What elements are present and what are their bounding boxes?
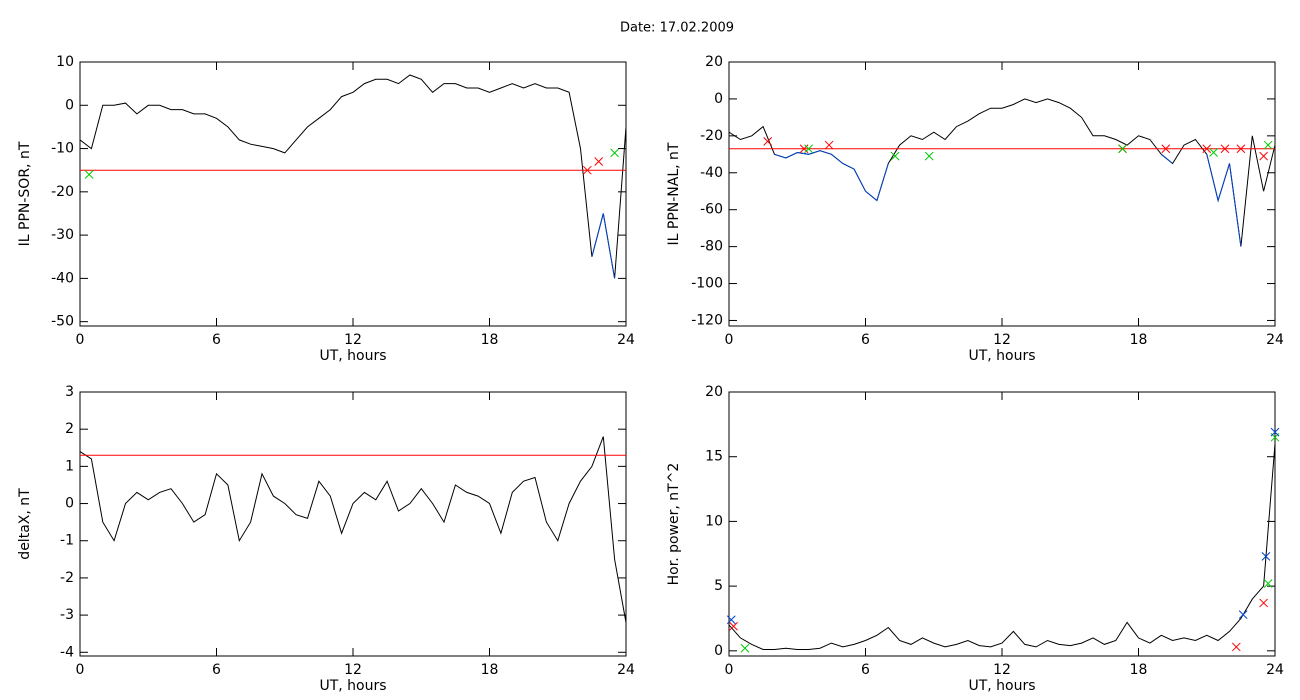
cross-marker bbox=[1259, 151, 1268, 161]
x-tick-label: 12 bbox=[993, 662, 1011, 678]
cross-marker bbox=[726, 615, 736, 625]
x-tick-label: 12 bbox=[993, 332, 1011, 348]
cross-marker bbox=[729, 621, 738, 631]
x-tick-label: 24 bbox=[617, 662, 635, 678]
cross-marker bbox=[1263, 140, 1273, 150]
x-tick-label: 0 bbox=[76, 662, 85, 678]
x-tick-label: 18 bbox=[481, 662, 499, 678]
x-tick-label: 12 bbox=[344, 332, 362, 348]
x-tick-label: 0 bbox=[76, 332, 85, 348]
x-tick-label: 18 bbox=[1130, 662, 1148, 678]
y-tick-label: 10 bbox=[56, 54, 74, 70]
y-tick-label: -20 bbox=[700, 128, 723, 144]
y-tick-label: 0 bbox=[65, 496, 74, 512]
y-axis-label: IL PPN-SOR, nT bbox=[17, 141, 33, 246]
x-axis-label: UT, hours bbox=[319, 348, 386, 364]
x-tick-label: 6 bbox=[212, 662, 221, 678]
y-axis-label: Hor. power, nT^2 bbox=[666, 463, 682, 586]
data-line bbox=[80, 74, 626, 279]
y-tick-label: -10 bbox=[51, 141, 74, 157]
y-tick-label: -4 bbox=[60, 644, 74, 660]
cross-marker bbox=[1209, 148, 1218, 157]
y-tick-label: 15 bbox=[705, 449, 723, 465]
cross-marker bbox=[1238, 610, 1248, 619]
cross-marker bbox=[582, 165, 592, 175]
y-tick-label: -100 bbox=[691, 276, 723, 292]
y-tick-label: -2 bbox=[60, 570, 74, 586]
y-tick-label: -50 bbox=[51, 314, 74, 330]
x-axis-label: UT, hours bbox=[319, 678, 386, 694]
y-tick-label: 5 bbox=[714, 578, 723, 594]
y-tick-label: -40 bbox=[51, 270, 74, 286]
cross-marker bbox=[740, 643, 750, 653]
y-axis-label: deltaX, nT bbox=[17, 488, 33, 560]
y-tick-label: 2 bbox=[65, 421, 74, 437]
y-tick-label: 0 bbox=[65, 97, 74, 113]
x-axis-label: UT, hours bbox=[968, 348, 1035, 364]
y-tick-label: 0 bbox=[714, 91, 723, 107]
cross-marker bbox=[763, 137, 773, 146]
cross-marker bbox=[610, 148, 619, 158]
y-tick-label: -30 bbox=[51, 227, 74, 243]
x-tick-label: 18 bbox=[481, 332, 499, 348]
y-tick-label: 0 bbox=[714, 643, 723, 659]
data-line bbox=[729, 443, 1275, 650]
data-line bbox=[591, 213, 616, 279]
x-tick-label: 6 bbox=[212, 332, 221, 348]
x-tick-label: 0 bbox=[725, 332, 734, 348]
x-axis-label: UT, hours bbox=[968, 678, 1035, 694]
cross-marker bbox=[804, 144, 813, 154]
y-tick-label: 10 bbox=[705, 513, 723, 529]
cross-marker bbox=[1270, 427, 1280, 437]
page-title: Date: 17.02.2009 bbox=[620, 21, 734, 36]
cross-marker bbox=[594, 157, 604, 166]
cross-marker bbox=[890, 151, 900, 161]
y-tick-label: 3 bbox=[65, 384, 74, 400]
x-tick-label: 24 bbox=[1266, 662, 1284, 678]
x-tick-label: 18 bbox=[1130, 332, 1148, 348]
cross-marker bbox=[799, 144, 809, 154]
cross-marker bbox=[1231, 642, 1241, 652]
cross-marker bbox=[1261, 551, 1271, 561]
cross-marker bbox=[1220, 144, 1230, 154]
y-tick-label: -3 bbox=[60, 607, 74, 623]
y-tick-label: -40 bbox=[700, 165, 723, 181]
x-tick-label: 0 bbox=[725, 662, 734, 678]
data-line bbox=[80, 436, 626, 623]
y-tick-label: 20 bbox=[705, 54, 723, 70]
y-tick-label: -1 bbox=[60, 533, 74, 549]
y-tick-label: 20 bbox=[705, 384, 723, 400]
cross-marker bbox=[924, 151, 934, 161]
cross-marker bbox=[1236, 144, 1246, 154]
cross-marker bbox=[1263, 579, 1273, 588]
x-tick-label: 12 bbox=[344, 662, 362, 678]
cross-marker bbox=[824, 140, 834, 150]
y-tick-label: -80 bbox=[700, 239, 723, 255]
cross-marker bbox=[1259, 598, 1268, 608]
y-axis-label: IL PPN-NAL, nT bbox=[666, 142, 682, 245]
y-tick-label: -20 bbox=[51, 184, 74, 200]
cross-marker bbox=[84, 170, 94, 179]
y-tick-label: -60 bbox=[700, 202, 723, 218]
cross-marker bbox=[1161, 144, 1171, 154]
x-tick-label: 24 bbox=[617, 332, 635, 348]
x-tick-label: 6 bbox=[861, 662, 870, 678]
y-tick-label: 1 bbox=[65, 458, 74, 474]
cross-marker bbox=[1202, 144, 1212, 154]
x-tick-label: 6 bbox=[861, 332, 870, 348]
y-tick-label: -120 bbox=[691, 312, 723, 328]
cross-marker bbox=[1118, 144, 1127, 154]
x-tick-label: 24 bbox=[1266, 332, 1284, 348]
